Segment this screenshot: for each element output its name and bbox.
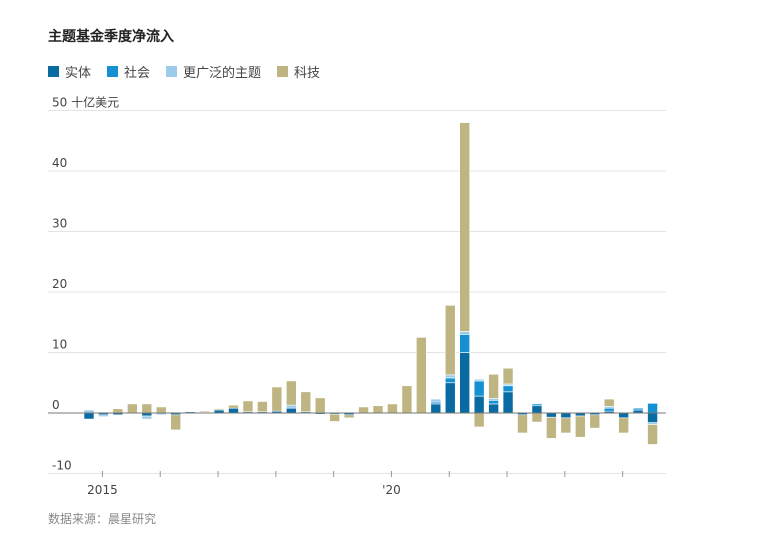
bar-segment [257,401,268,413]
bar-segment [531,412,543,423]
bar-segment [618,412,629,419]
bar-segment [560,412,572,419]
bar-segment [502,385,514,393]
y-tick-label: -10 [52,459,72,473]
bar-segment [416,337,427,414]
bar-segment [271,386,283,412]
y-tick-label: 10 [52,338,67,352]
bar-segment [459,334,471,353]
bar-segment [603,398,615,407]
bar-segment [531,405,543,414]
bar-segment [285,380,297,406]
bar-segment [647,412,658,423]
bar-segment [141,415,153,420]
bar-segment [618,417,629,434]
bar-segment [517,414,528,434]
bar-segment [502,367,514,385]
legend-label-entity: 实体 [65,66,92,81]
legend: 实体 社会 更广泛的主题 科技 [48,62,320,81]
bar-segment [430,398,442,403]
legend-label-broad: 更广泛的主题 [183,66,262,81]
bar-segment [647,424,658,445]
x-tick-label: '20 [382,483,401,497]
bar-segment [444,382,456,414]
bar-segment [546,416,557,439]
legend-item-entity: 实体 [48,62,91,81]
bar-segment [473,395,485,414]
bar-segment [329,413,340,422]
legend-item-social: 社会 [107,62,150,81]
legend-swatch-broad [166,66,178,77]
y-tick-label: 30 [52,217,67,231]
bar-segment [242,400,254,413]
y-tick-label: 0 [52,398,60,412]
bar-segment [459,122,471,332]
chart-title: 主题基金季度净流入 [48,29,174,45]
bar-segment [83,412,95,420]
bar-segment [444,305,456,376]
bar-segment [546,412,557,418]
bar-segment [170,414,181,431]
y-tick-label: 50 十亿美元 [52,95,119,110]
bar-segment [387,403,398,414]
bar-segment [488,403,499,414]
bar-segment [603,407,615,412]
bar-segment [459,331,471,335]
bar-segment [459,352,471,414]
bar-segment [300,391,312,413]
bar-segment [127,403,138,414]
legend-item-broad: 更广泛的主题 [166,62,261,81]
bar-segment [372,405,384,414]
bar-segment [358,406,369,414]
legend-label-social: 社会 [124,66,151,81]
legend-swatch-entity [48,66,59,77]
bar-segment [155,406,167,414]
bar-segment [473,380,485,397]
bar-segment [98,414,109,417]
bar-segment [444,377,456,384]
bar-segment [430,403,442,414]
bar-segment [632,407,644,411]
legend-item-tech: 科技 [277,62,320,81]
y-tick-label: 40 [52,156,67,170]
bar-segment [314,397,326,414]
bar-segment [285,404,297,409]
legend-swatch-social [107,66,119,77]
bar-segment [488,373,499,399]
source-note: 数据来源：晨星研究 [48,512,157,526]
legend-label-tech: 科技 [294,66,321,81]
bar-segment [343,414,355,419]
bar-segment [560,417,572,434]
bar-segment [531,403,543,407]
bar-segment [473,378,485,382]
bar-segment [228,407,239,414]
legend-swatch-tech [277,66,289,77]
bar-segment [473,412,485,428]
bar-segment [112,408,124,414]
bar-segment [228,404,239,409]
bar-segment [488,399,499,405]
bar-segment [647,403,658,414]
bar-segment [502,391,514,414]
bar-segment [444,374,456,379]
bar-segment [574,415,586,438]
y-tick-label: 20 [52,277,67,291]
bar-segment [401,385,413,414]
bar-segment [213,408,225,411]
bar-segment [589,414,601,429]
bar-segment [285,407,297,414]
bar-segment [199,410,210,413]
bar-segment [141,403,153,414]
x-tick-label: 2015 [87,483,118,497]
